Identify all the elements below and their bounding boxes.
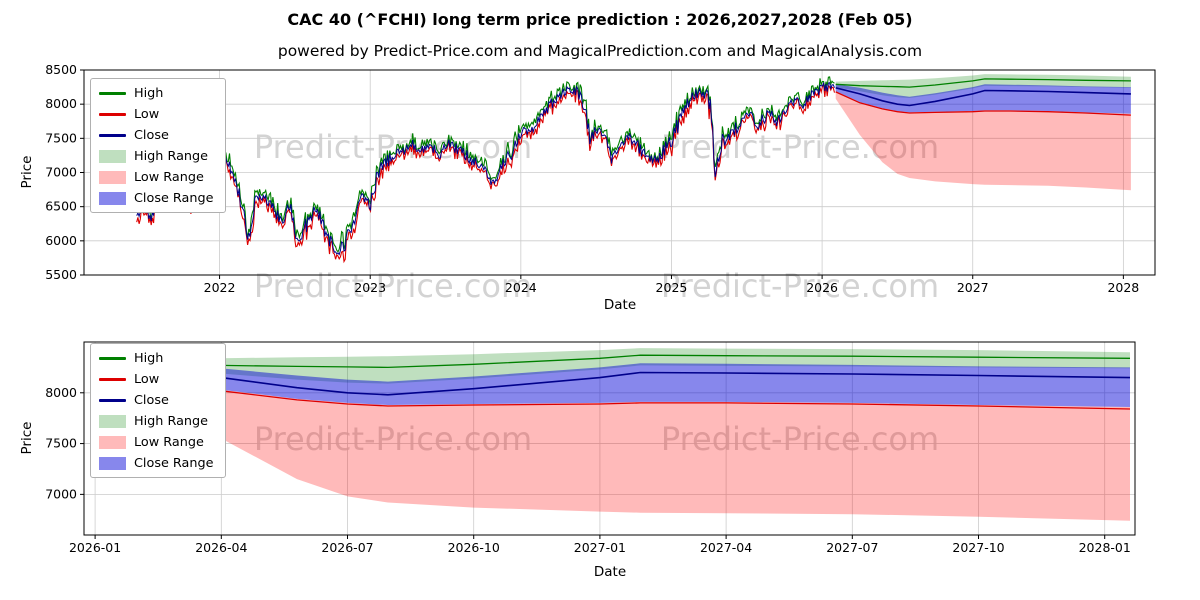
legend-item-high-range: High Range [99,413,214,429]
y-tick-label: 8000 [45,385,77,400]
x-tick-label: 2022 [204,280,236,295]
watermark: Predict-Price.com Predict-Price.com Predic… [254,128,939,305]
top-chart-y-axis-label: Price [19,155,35,189]
legend-item-low-range: Low Range [99,169,214,185]
y-tick-label: 6000 [45,233,77,248]
prediction-lines [835,78,1131,116]
legend-item-high: High [99,85,214,101]
axis-ticks: 2026-01 2026-04 2026-07 2026-10 2027-01 2027-… [45,385,1131,555]
predicted-low-line [835,91,1131,116]
legend-swatch-low [99,112,126,116]
legend-swatch-close [99,133,126,137]
legend-swatch-high [99,91,126,95]
y-tick-label: 8000 [45,96,77,111]
x-tick-label: 2025 [656,280,688,295]
legend-swatch-close [99,398,126,402]
watermark-text: Predict-Price.com [254,128,532,166]
x-tick-label: 2028 [1107,280,1139,295]
x-tick-label: 2026-10 [448,540,500,555]
legend-label: Low [134,371,160,387]
legend-swatch-high-range [99,414,126,428]
legend-item-high-range: High Range [99,148,214,164]
legend-item-low-range: Low Range [99,434,214,450]
legend-item-low: Low [99,106,214,122]
legend-label: Close Range [134,190,214,206]
predicted-close-line [140,367,1131,396]
legend-item-close-range: Close Range [99,455,214,471]
top-chart-x-axis-label: Date [603,297,637,313]
y-tick-label: 7000 [45,165,77,180]
watermark: Predict-Price.com Predict-Price.com [254,420,939,458]
x-tick-label: 2027-07 [826,540,878,555]
legend-item-high: High [99,350,214,366]
x-tick-label: 2027-01 [574,540,626,555]
y-tick-label: 5500 [45,267,77,282]
legend-label: High [134,350,164,366]
historical-and-prediction-chart: Predict-Price.com Predict-Price.com Predic… [45,62,1156,305]
figure-title: CAC 40 (^FCHI) long term price predictio… [287,10,913,29]
x-tick-label: 2026 [806,280,838,295]
x-tick-label: 2024 [505,280,537,295]
legend-label: High [134,85,164,101]
plot-border [83,341,1136,536]
x-tick-label: 2027-10 [952,540,1004,555]
legend-item-close-range: Close Range [99,190,214,206]
historical-low-line [136,82,836,264]
prediction-zoom-chart: Predict-Price.comPredict-Price.com2026-0… [45,341,1136,555]
low-range-band [835,91,1131,191]
bottom-chart-y-axis-label: Price [19,421,35,455]
legend-label: Low Range [134,169,204,185]
x-tick-label: 2028-01 [1079,540,1131,555]
watermark-text: Predict-Price.com [254,267,532,305]
legend-label: High Range [134,413,209,429]
predicted-close-line [835,87,1131,107]
top-chart-legend: High Low Close High Range Low Range Close Ran… [90,78,226,213]
y-tick-label: 7500 [45,130,77,145]
low-range-band [140,373,1130,521]
watermark-text: Predict-Price.com [661,128,939,166]
y-tick-label: 7500 [45,436,77,451]
prediction-lines [140,354,1131,410]
figure-subtitle: powered by Predict-Price.com and Magical… [277,42,923,60]
legend-swatch-high-range [99,149,126,163]
predicted-high-line [835,78,1131,88]
prediction-range-bands [140,348,1130,521]
x-tick-label: 2026-04 [195,540,247,555]
x-tick-label: 2026-07 [321,540,373,555]
x-tick-label: 2023 [354,280,386,295]
bottom-chart-legend: High Low Close High Range Low Range Close Ran… [90,343,226,478]
legend-swatch-low-range [99,435,126,449]
legend-label: Close Range [134,455,214,471]
legend-swatch-high [99,356,126,360]
legend-item-close: Close [99,392,214,408]
watermark-text: Predict-Price.com [254,420,532,458]
y-tick-label: 7000 [45,486,77,501]
legend-swatch-close-range [99,456,126,470]
y-tick-label: 6500 [45,199,77,214]
historical-close-line [136,81,835,256]
watermark-text: Predict-Price.com [661,267,939,305]
legend-item-low: Low [99,371,214,387]
legend-swatch-low-range [99,170,126,184]
predicted-high-line [140,354,1131,369]
legend-label: Close [134,392,169,408]
historical-lines [136,76,836,264]
x-tick-label: 2027-04 [700,540,752,555]
watermark-text: Predict-Price.com [661,420,939,458]
y-tick-label: 8500 [45,62,77,77]
predicted-low-line [140,373,1131,410]
legend-label: Low Range [134,434,204,450]
legend-swatch-close-range [99,191,126,205]
legend-label: Low [134,106,160,122]
historical-high-line [136,76,835,253]
x-tick-label: 2027 [957,280,989,295]
bottom-chart-x-axis-label: Date [593,564,627,580]
legend-swatch-low [99,377,126,381]
legend-label: High Range [134,148,209,164]
legend-item-close: Close [99,127,214,143]
axis-ticks: 2022 2023 2024 2025 2026 2027 2028 5500 6000 6500… [45,62,1139,295]
legend-label: Close [134,127,169,143]
x-tick-label: 2026-01 [69,540,121,555]
